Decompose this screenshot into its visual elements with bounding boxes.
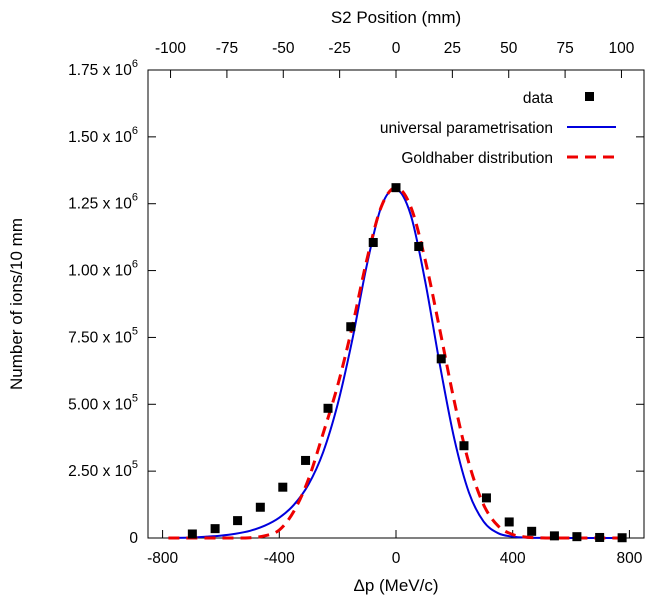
data-point [368,237,378,247]
legend: data universal parametrisation Goldhaber… [380,90,616,167]
legend-label-goldhaber: Goldhaber distribution [401,150,553,167]
legend-marker-data [585,92,594,101]
x-tick-label: 0 [392,550,401,567]
data-point [572,532,582,542]
data-point [549,531,559,541]
data-point [617,533,627,543]
data-point [481,493,491,503]
goldhaber-curve [168,186,624,540]
x-axis-title: Δp (MeV/c) [353,576,438,595]
data-point [187,529,197,539]
data-point [346,322,356,332]
data-point [301,455,311,465]
x2-tick-label: 0 [392,40,401,57]
x-tick-label: -400 [264,550,295,567]
x2-tick-label: -100 [155,40,186,57]
data-point [595,532,605,542]
y-tick-label: 5.00 x 105 [68,392,138,413]
x2-tick-label: 25 [444,40,461,57]
legend-label-data: data [523,90,554,107]
y-tick-label: 1.00 x 106 [68,259,138,280]
x-tick-label: 800 [616,550,642,567]
data-point [323,403,333,413]
y-tick-label: 1.50 x 106 [68,125,138,146]
x2-tick-label: 50 [500,40,518,57]
data-point [414,242,424,252]
data-point [504,517,514,527]
x-axis-ticks: -800 -400 0 400 800 [147,530,643,567]
data-point [210,524,220,534]
y-tick-label: 1.75 x 106 [68,58,138,79]
data-point [391,183,401,193]
legend-label-universal: universal parametrisation [380,120,553,137]
plot-frame [147,69,645,539]
y-tick-label: 7.50 x 105 [68,325,138,346]
data-point [527,526,537,536]
data-point [459,441,469,451]
x-tick-label: 400 [500,550,526,567]
x2-tick-label: -50 [272,40,295,57]
x2-tick-label: -75 [216,40,238,57]
x-tick-label: -800 [147,550,178,567]
x2-tick-label: 100 [609,40,635,57]
y-tick-label: 0 [129,530,138,547]
x2-tick-label: 75 [556,40,573,57]
y-axis-title: Number of ions/10 mm [7,218,26,390]
data-point [278,482,288,492]
data-point [255,502,265,512]
x2-axis-title: S2 Position (mm) [331,8,461,27]
data-points [187,183,627,543]
y-tick-label: 2.50 x 105 [68,459,138,480]
x2-tick-label: -25 [328,40,350,57]
universal-curve [168,187,624,539]
y-tick-label: 1.25 x 106 [68,192,138,213]
curves [168,186,624,540]
x2-axis-ticks: -100 -75 -50 -25 0 25 50 75 100 [155,40,635,78]
data-point [233,516,243,526]
data-point [436,354,446,364]
y-axis-ticks: 0 2.50 x 105 5.00 x 105 7.50 x 105 1.00 x 10… [68,58,644,547]
